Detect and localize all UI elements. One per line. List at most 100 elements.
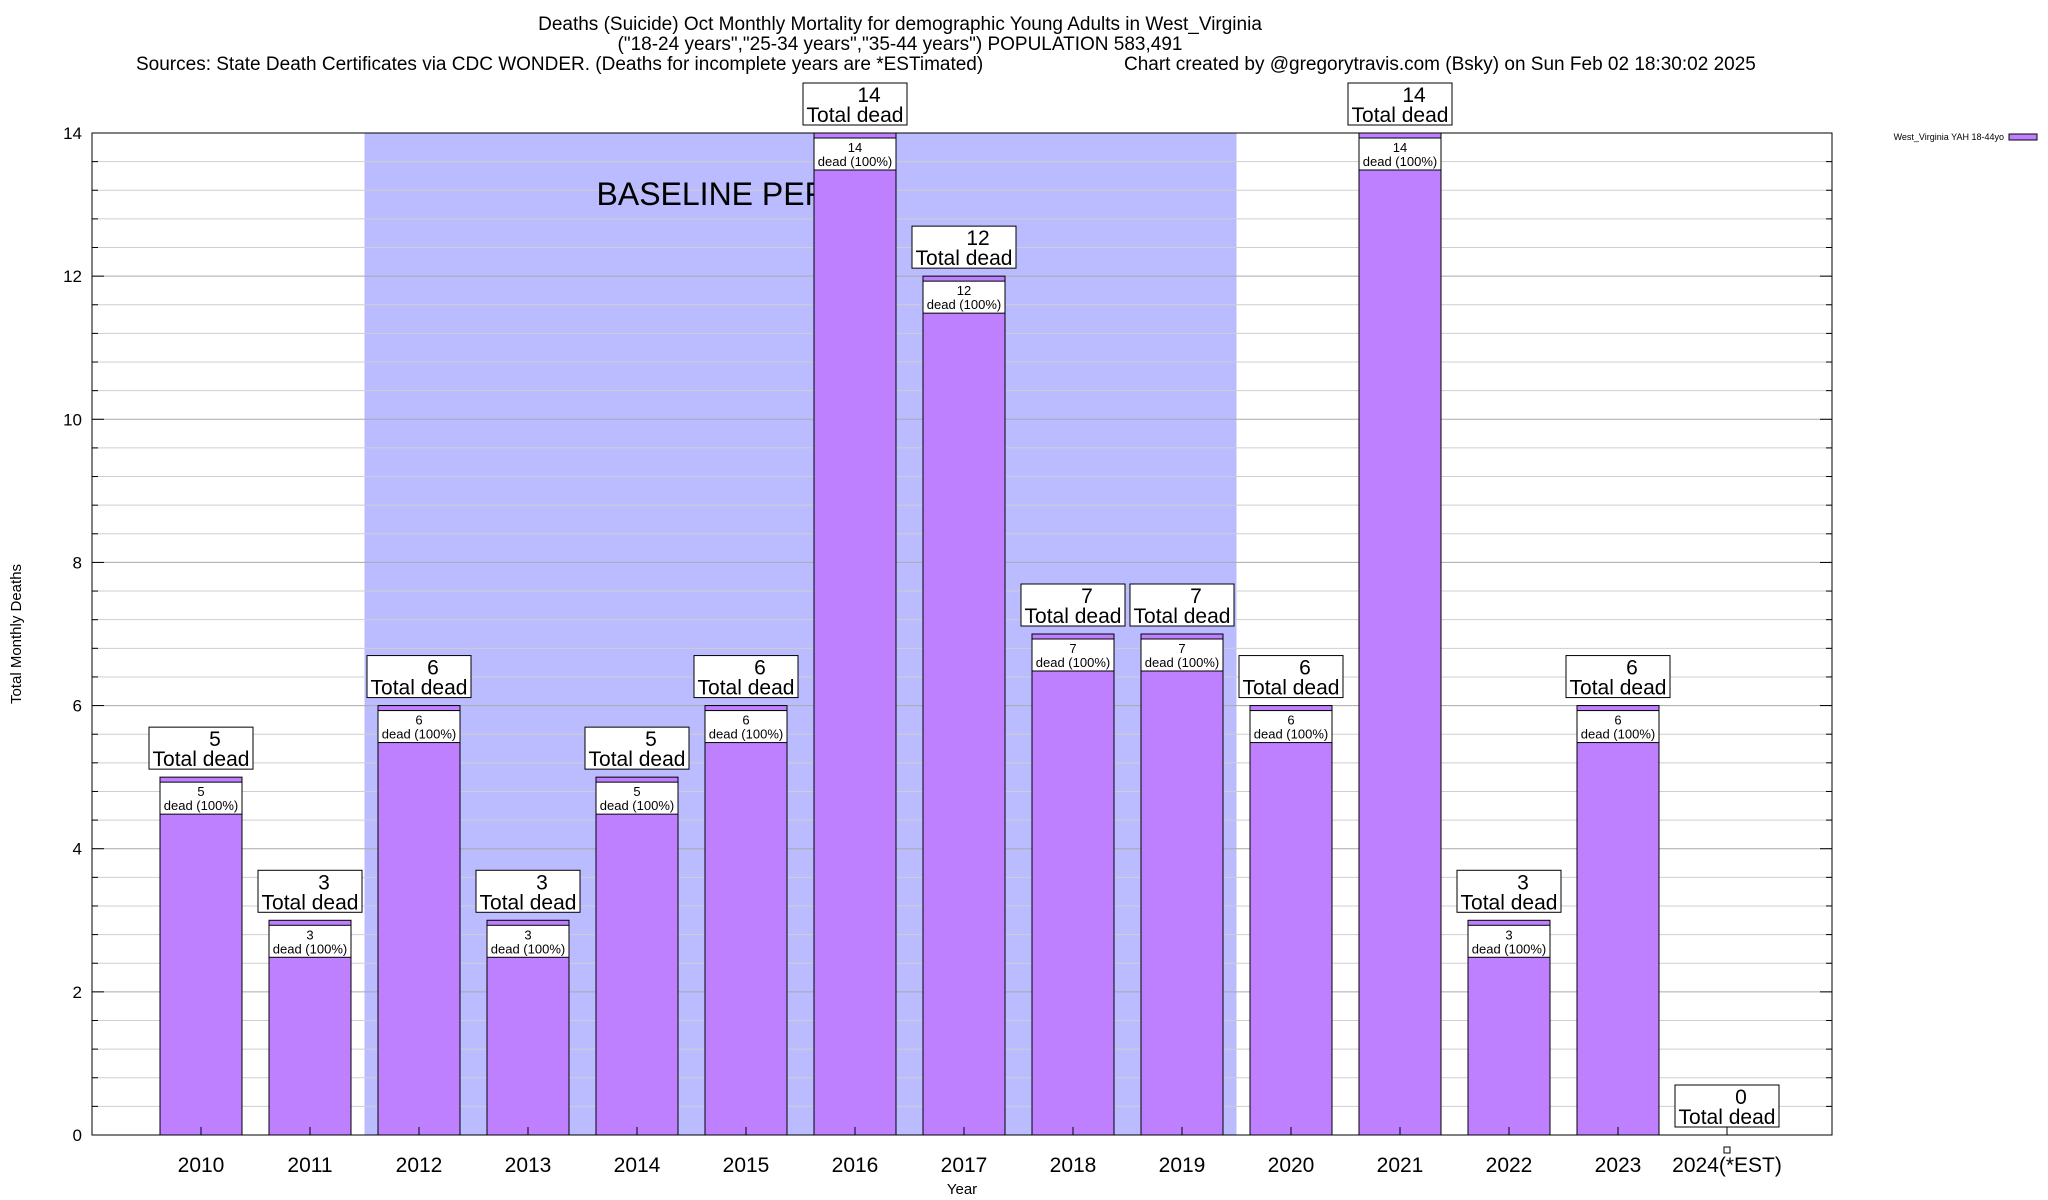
inner-label-count: 3 (524, 927, 531, 942)
inner-label-text: dead (100%) (1254, 727, 1328, 742)
x-tick-label: 2018 (1050, 1154, 1097, 1177)
inner-label-text: dead (100%) (600, 798, 674, 813)
inner-label-count: 14 (848, 140, 862, 155)
inner-label-box (704, 710, 788, 744)
inner-label-box (377, 710, 461, 744)
inner-label-text: dead (100%) (927, 297, 1001, 312)
total-label-count: 14 (1402, 84, 1426, 107)
x-tick-label: 2010 (178, 1154, 225, 1177)
y-tick-label: 2 (73, 983, 82, 1002)
y-axis-title: Total Monthly Deaths (8, 564, 25, 704)
inner-label-text: dead (100%) (1472, 941, 1546, 956)
total-label-text: Total dead (153, 748, 250, 771)
y-tick-label: 0 (73, 1126, 82, 1145)
total-label-box (1020, 583, 1126, 627)
total-label-box (1565, 655, 1671, 699)
bar (1140, 633, 1224, 1136)
total-label-text: Total dead (371, 677, 468, 700)
y-tick-label: 4 (73, 840, 82, 859)
total-label-text: Total dead (807, 104, 904, 127)
inner-label-text: dead (100%) (1581, 727, 1655, 742)
x-tick-label: 2022 (1486, 1154, 1533, 1177)
inner-label-text: dead (100%) (818, 154, 892, 169)
total-label-text: Total dead (1461, 891, 1558, 914)
inner-label-box (595, 781, 679, 815)
inner-label-box (268, 924, 352, 958)
y-tick-label: 14 (63, 124, 82, 143)
total-label-count: 12 (966, 227, 989, 250)
y-tick-label: 10 (63, 410, 82, 429)
total-label-box (693, 655, 799, 699)
inner-label-count: 6 (1287, 713, 1294, 728)
total-label-box (475, 869, 581, 913)
x-tick-label: 2012 (396, 1154, 443, 1177)
total-label-count: 5 (209, 728, 221, 751)
y-tick-label: 6 (73, 697, 82, 716)
bar (1031, 633, 1115, 1136)
inner-label-box (1140, 638, 1224, 672)
inner-label-count: 3 (306, 927, 313, 942)
x-tick-label: 2013 (505, 1154, 552, 1177)
total-label-text: Total dead (1134, 605, 1231, 628)
total-label-text: Total dead (262, 891, 359, 914)
total-label-count: 3 (1517, 871, 1529, 894)
total-label-count: 6 (427, 657, 439, 680)
inner-label-text: dead (100%) (709, 727, 783, 742)
total-label-count: 7 (1081, 585, 1093, 608)
inner-label-count: 5 (197, 784, 204, 799)
total-label-box (1674, 1084, 1780, 1128)
inner-label-box (1031, 638, 1115, 672)
bar (595, 776, 679, 1136)
y-tick-label: 8 (73, 553, 82, 572)
inner-label-text: dead (100%) (491, 941, 565, 956)
total-label-box (1129, 583, 1235, 627)
bar (1576, 705, 1660, 1136)
inner-label-count: 6 (742, 713, 749, 728)
total-label-text: Total dead (698, 677, 795, 700)
bar (159, 776, 243, 1136)
total-label-count: 3 (536, 871, 548, 894)
total-label-box (911, 225, 1017, 269)
total-label-text: Total dead (1243, 677, 1340, 700)
x-tick-label: 2016 (832, 1154, 879, 1177)
x-tick-label: 2019 (1159, 1154, 1206, 1177)
x-tick-label: 2015 (723, 1154, 770, 1177)
total-label-count: 5 (645, 728, 657, 751)
legend-swatch (2008, 133, 2038, 141)
plot-border (91, 132, 1833, 1136)
total-label-box (148, 726, 254, 770)
chart-title: Deaths (Suicide) Oct Monthly Mortality f… (538, 14, 1262, 35)
inner-label-text: dead (100%) (1036, 655, 1110, 670)
total-label-count: 6 (754, 657, 766, 680)
total-label-count: 3 (318, 871, 330, 894)
inner-label-count: 12 (957, 283, 971, 298)
bar (813, 132, 897, 1136)
x-tick-label: 2020 (1268, 1154, 1315, 1177)
chart-sources: Sources: State Death Certificates via CD… (136, 54, 984, 75)
x-axis-title: Year (947, 1181, 977, 1198)
total-label-count: 6 (1626, 657, 1638, 680)
inner-label-box (159, 781, 243, 815)
zero-marker (1723, 1146, 1731, 1154)
chart-credit: Chart created by @gregorytravis.com (Bsk… (1124, 54, 1756, 75)
total-label-box (1347, 82, 1453, 126)
total-label-text: Total dead (1679, 1106, 1776, 1129)
total-label-text: Total dead (1570, 677, 1667, 700)
bar (922, 275, 1006, 1136)
y-tick-label: 12 (63, 267, 82, 286)
inner-label-count: 14 (1393, 140, 1407, 155)
x-tick-label: 2011 (287, 1154, 332, 1177)
total-label-count: 7 (1190, 585, 1202, 608)
total-label-text: Total dead (1025, 605, 1122, 628)
bar (377, 705, 461, 1136)
total-label-box (584, 726, 690, 770)
inner-label-text: dead (100%) (1363, 154, 1437, 169)
inner-label-box (1358, 137, 1442, 171)
bar (1358, 132, 1442, 1136)
inner-label-box (1467, 924, 1551, 958)
total-label-text: Total dead (589, 748, 686, 771)
x-tick-label: 2017 (941, 1154, 988, 1177)
total-label-text: Total dead (916, 247, 1013, 270)
total-label-box (1238, 655, 1344, 699)
